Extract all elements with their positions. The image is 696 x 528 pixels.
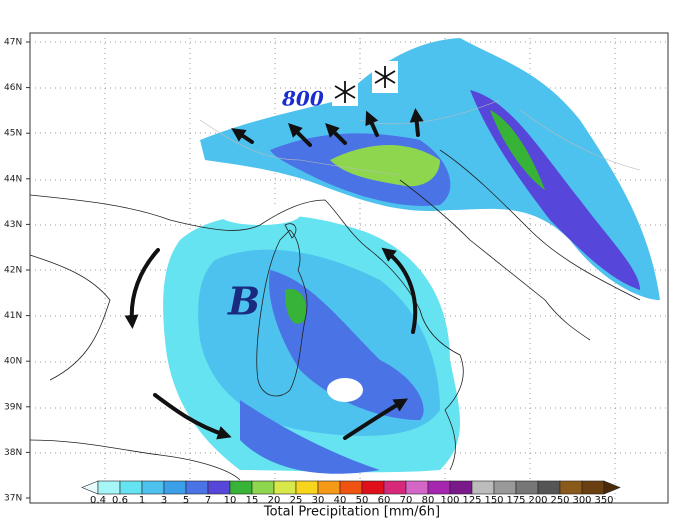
colorbar-title: Total Precipitation [mm/6h] <box>263 505 440 520</box>
low-pressure-label: B <box>227 279 260 324</box>
level-annotation: 800 <box>281 87 324 111</box>
latitude-labels: 47N 46N 45N 44N 43N 42N 41N 40N 39N 38N 37N <box>4 38 30 504</box>
latitude-label: 43N <box>4 220 22 230</box>
coastline-balkan <box>439 149 641 301</box>
colorbar-label: 250 <box>550 495 569 506</box>
rain-band-peak <box>330 145 440 187</box>
rain-ring-south <box>240 400 380 474</box>
colorbar-swatch <box>581 480 605 495</box>
colorbar-swatch <box>405 480 429 495</box>
colorbar-swatch <box>229 480 253 495</box>
colorbar-label: 40 <box>334 495 347 506</box>
rain-band-adriatic-peak <box>490 110 545 190</box>
rain-ring-core <box>269 270 424 420</box>
colorbar-label: 175 <box>506 495 525 506</box>
colorbar-label: 1 <box>139 495 145 506</box>
colorbar-swatch <box>207 480 231 495</box>
colorbar-swatch <box>317 480 341 495</box>
colorbar-label: 7 <box>205 495 211 506</box>
colorbar-label: 25 <box>290 495 303 506</box>
colorbar-swatch <box>141 480 165 495</box>
colorbar-swatch <box>185 480 209 495</box>
colorbar-swatch <box>251 480 275 495</box>
latitude-label: 38N <box>4 448 22 458</box>
colorbar: 0.4 0.6 1 3 5 7 10 15 20 25 30 40 50 60 70 80 100 125 150 1… <box>81 480 621 506</box>
latitude-label: 47N <box>4 38 22 48</box>
colorbar-swatch <box>273 480 297 495</box>
colorbar-label: 100 <box>440 495 459 506</box>
colorbar-label: 0.4 <box>90 495 106 506</box>
colorbar-swatch <box>295 480 319 495</box>
colorbar-swatch <box>163 480 187 495</box>
dry-gap <box>220 205 300 225</box>
colorbar-swatch <box>493 480 517 495</box>
colorbar-label: 125 <box>462 495 481 506</box>
snowflake-icon <box>372 61 398 93</box>
coastline-africa-spain <box>29 254 241 481</box>
colorbar-label: 0.6 <box>112 495 128 506</box>
coastline-west <box>29 194 464 471</box>
colorbar-label: 50 <box>356 495 369 506</box>
colorbar-swatch <box>383 480 407 495</box>
colorbar-label: 70 <box>400 495 413 506</box>
latitude-label: 40N <box>4 357 22 367</box>
latitude-label: 42N <box>4 266 22 276</box>
colorbar-label: 3 <box>161 495 167 506</box>
latitude-label: 46N <box>4 83 22 93</box>
latitude-label: 41N <box>4 311 22 321</box>
colorbar-swatch <box>119 480 143 495</box>
colorbar-label: 15 <box>246 495 259 506</box>
colorbar-swatch <box>515 480 539 495</box>
colorbar-label: 200 <box>528 495 547 506</box>
colorbar-label: 300 <box>572 495 591 506</box>
coastlines <box>29 149 641 481</box>
latitude-label: 37N <box>4 494 22 504</box>
colorbar-swatch <box>449 480 473 495</box>
colorbar-label: 350 <box>594 495 613 506</box>
latitude-label: 44N <box>4 174 22 184</box>
colorbar-label: 20 <box>268 495 281 506</box>
colorbar-swatch <box>361 480 385 495</box>
flow-arrows <box>124 108 424 440</box>
colorbar-label: 80 <box>422 495 435 506</box>
colorbar-swatch <box>537 480 561 495</box>
colorbar-end <box>603 480 621 495</box>
latitude-label: 45N <box>4 129 22 139</box>
corsica-tip <box>284 223 297 239</box>
dry-gap <box>327 378 363 402</box>
rain-ring-peak <box>285 289 307 324</box>
snowflake-icon <box>332 78 358 106</box>
colorbar-swatch <box>427 480 451 495</box>
colorbar-swatch <box>471 480 495 495</box>
sardinia <box>256 229 308 397</box>
colorbar-swatch <box>339 480 363 495</box>
colorbar-label: 150 <box>484 495 503 506</box>
colorbar-label: 30 <box>312 495 325 506</box>
colorbar-label: 5 <box>183 495 189 506</box>
colorbar-label: 60 <box>378 495 391 506</box>
latitude-label: 39N <box>4 402 22 412</box>
coastline-adriatic <box>399 179 591 341</box>
precipitation-field <box>163 38 660 474</box>
colorbar-label: 10 <box>224 495 237 506</box>
colorbar-swatch <box>559 480 583 495</box>
colorbar-swatch <box>97 480 121 495</box>
